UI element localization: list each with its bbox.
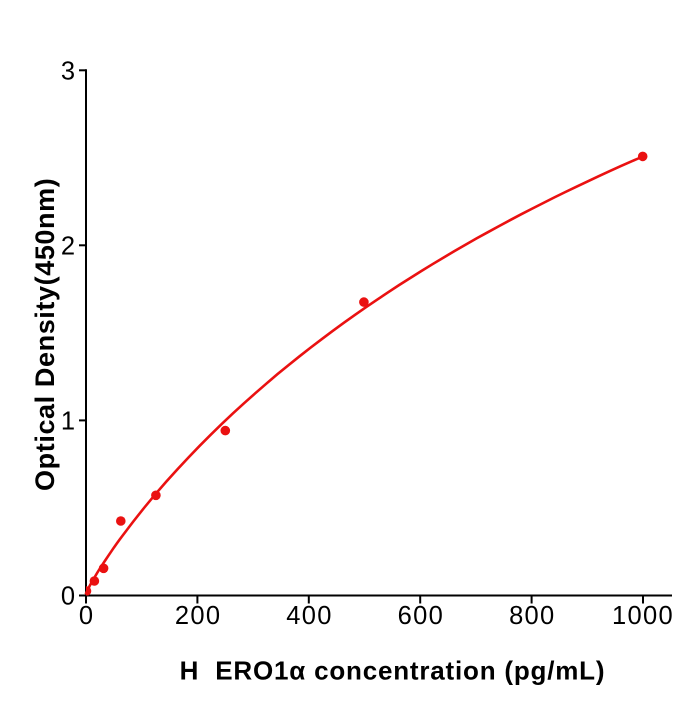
svg-text:1000: 1000: [612, 602, 674, 630]
svg-text:H ERO1α concentration (pg/mL): H ERO1α concentration (pg/mL): [180, 656, 606, 686]
svg-text:800: 800: [509, 602, 555, 630]
svg-text:3: 3: [61, 57, 75, 85]
svg-text:0: 0: [79, 602, 93, 630]
svg-text:0: 0: [61, 583, 75, 611]
svg-text:Optical Density(450nm): Optical Density(450nm): [30, 178, 60, 491]
svg-text:200: 200: [175, 602, 221, 630]
svg-text:400: 400: [286, 602, 332, 630]
svg-text:2: 2: [61, 232, 75, 260]
svg-text:600: 600: [398, 602, 444, 630]
svg-text:1: 1: [61, 407, 75, 435]
